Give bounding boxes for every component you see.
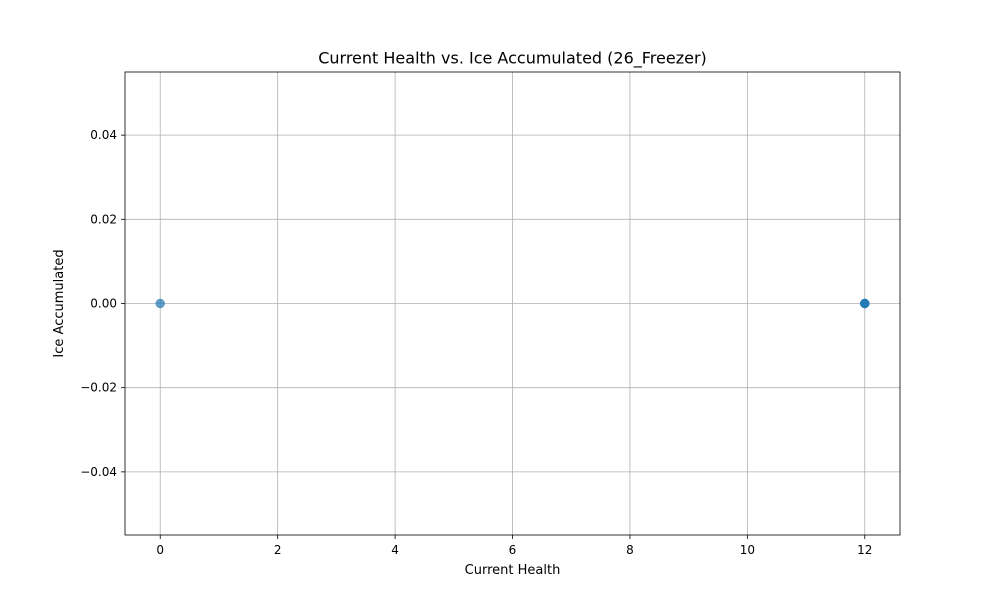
x-tick-label: 0 — [156, 543, 164, 557]
grid-layer — [125, 72, 900, 535]
x-axis: 0 2 4 6 8 10 12 — [156, 535, 872, 557]
x-tick-label: 4 — [391, 543, 399, 557]
y-tick-label: −0.02 — [80, 381, 117, 395]
x-tick-label: 2 — [274, 543, 282, 557]
y-tick-label: −0.04 — [80, 465, 117, 479]
x-tick-label: 8 — [626, 543, 634, 557]
y-tick-label: 0.02 — [90, 212, 117, 226]
chart-title: Current Health vs. Ice Accumulated (26_F… — [318, 49, 707, 69]
x-tick-label: 12 — [857, 543, 872, 557]
marker-layer — [155, 298, 870, 309]
x-tick-label: 10 — [740, 543, 755, 557]
y-tick-label: 0.04 — [90, 128, 117, 142]
y-tick-label: 0.00 — [90, 297, 117, 311]
data-point — [155, 298, 165, 309]
data-point — [860, 298, 870, 309]
x-tick-label: 6 — [509, 543, 517, 557]
plot-area — [124, 71, 901, 536]
x-axis-label: Current Health — [465, 563, 561, 578]
y-axis: −0.04 −0.02 0.00 0.02 0.04 — [80, 128, 125, 479]
y-axis-label: Ice Accumulated — [52, 249, 67, 357]
